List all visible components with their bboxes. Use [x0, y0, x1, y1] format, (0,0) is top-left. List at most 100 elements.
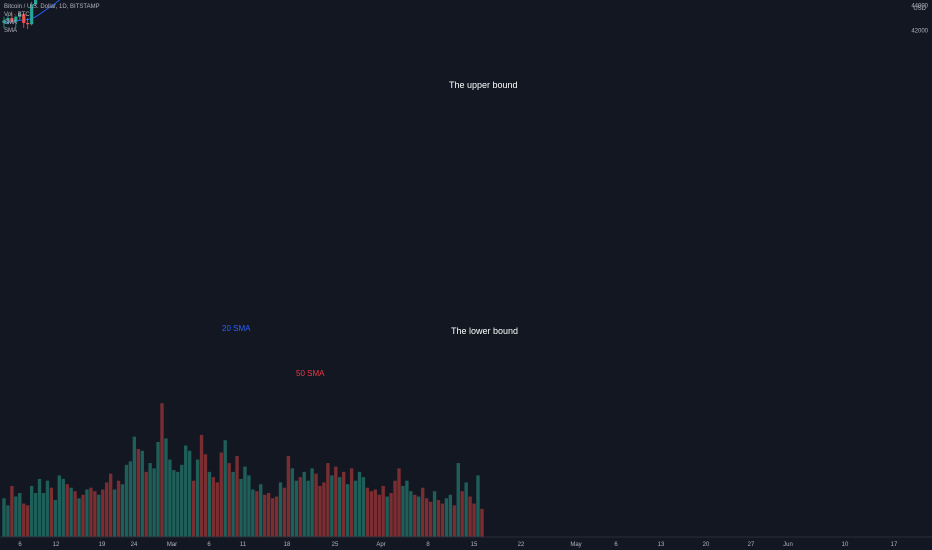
volume-bar — [168, 459, 172, 537]
volume-bar — [247, 475, 251, 537]
volume-bar — [136, 449, 140, 537]
volume-bar — [180, 464, 184, 537]
volume-bar — [310, 468, 314, 537]
volume-bar — [290, 468, 295, 537]
x-axis-tick-label: 15 — [471, 542, 478, 548]
candle-body — [18, 14, 22, 17]
sma20-annotation: 20 SMA — [222, 324, 251, 333]
volume-bar — [140, 450, 144, 537]
x-axis-tick-label: Mar — [167, 542, 177, 548]
volume-bar — [322, 482, 326, 537]
x-axis-tick-label: 19 — [99, 542, 106, 548]
volume-bar — [77, 498, 81, 537]
volume-bar — [14, 496, 18, 537]
volume-bar — [318, 485, 322, 537]
volume-bar — [65, 484, 69, 537]
volume-indicator-label[interactable]: Vol · BTC — [4, 12, 30, 18]
x-axis-tick-label: 22 — [518, 542, 525, 548]
volume-bar — [401, 485, 405, 537]
volume-bar — [298, 477, 302, 537]
volume-bar — [148, 463, 152, 537]
candle-body — [14, 16, 18, 22]
volume-bar — [132, 436, 137, 537]
volume-bar — [41, 493, 46, 537]
x-axis-tick-label: 20 — [703, 542, 710, 548]
x-axis-tick-label: 12 — [53, 542, 60, 548]
volume-bar — [444, 498, 449, 537]
volume-bar — [172, 470, 176, 537]
volume-bar — [6, 505, 10, 537]
volume-bar — [2, 498, 6, 537]
volume-bar — [108, 473, 113, 537]
volume-bar — [377, 494, 381, 537]
volume-bar — [424, 498, 429, 537]
volume-bar — [195, 459, 200, 537]
volume-bar — [413, 494, 417, 537]
volume-bar — [330, 475, 334, 537]
x-axis-tick-label: 8 — [426, 542, 430, 548]
volume-bar — [385, 496, 389, 537]
volume-bar — [480, 508, 484, 537]
volume-bar — [81, 494, 85, 537]
volume-bar — [156, 441, 160, 537]
volume-bar — [334, 466, 338, 537]
volume-bar — [116, 480, 121, 537]
x-axis-tick-label: 13 — [658, 542, 665, 548]
sma-indicator-label-2[interactable]: SMA — [4, 28, 18, 34]
sma-indicator-label-1[interactable]: SMA — [4, 20, 18, 26]
volume-bar — [338, 477, 342, 537]
volume-bar — [45, 480, 50, 537]
volume-bar — [89, 487, 93, 537]
volume-bar — [144, 471, 148, 537]
x-axis-tick-label: May — [570, 542, 581, 548]
volume-bar — [302, 471, 306, 537]
volume-bar — [464, 482, 468, 537]
volume-bar — [294, 480, 298, 537]
volume-bar — [235, 456, 239, 537]
volume-bar — [49, 487, 54, 537]
volume-bar — [207, 471, 212, 537]
volume-bar — [456, 463, 460, 537]
x-axis-tick-label: 24 — [131, 542, 138, 548]
volume-bar — [436, 500, 441, 537]
candle-body — [30, 4, 34, 25]
volume-bar — [120, 484, 125, 537]
volume-bar — [448, 494, 453, 537]
volume-bar — [389, 493, 393, 537]
volume-bar — [263, 494, 267, 537]
volume-bar — [421, 487, 425, 537]
volume-bar — [203, 454, 208, 537]
volume-bar — [353, 480, 358, 537]
candle-body — [6, 18, 10, 21]
volume-bar — [152, 468, 156, 537]
volume-bar — [18, 493, 22, 537]
chart-legend: Bitcoin / U.S. Dollar, 1D, BITSTAMP Vol … — [4, 3, 100, 35]
volume-bar — [266, 493, 271, 537]
volume-bar — [345, 484, 350, 537]
volume-bar — [187, 450, 192, 537]
volume-bar — [405, 480, 409, 537]
volume-bar — [282, 487, 287, 537]
volume-bar — [231, 471, 235, 537]
symbol-title[interactable]: Bitcoin / U.S. Dollar, 1D, BITSTAMP — [4, 4, 100, 10]
volume-bar — [176, 471, 180, 537]
x-axis-tick-label: 25 — [332, 542, 339, 548]
volume-bar — [326, 463, 330, 537]
volume-bar — [251, 489, 255, 537]
volume-bar — [191, 480, 196, 537]
volume-bar — [164, 438, 168, 537]
y-axis-tick-label: 42000 — [911, 28, 928, 34]
volume-bar — [73, 491, 77, 537]
volume-bar — [37, 478, 42, 537]
volume-bar — [472, 503, 476, 537]
volume-bar — [10, 485, 14, 537]
volume-bar — [428, 501, 433, 537]
volume-bar — [29, 485, 34, 537]
volume-bar — [61, 478, 65, 537]
lower-bound-annotation: The lower bound — [451, 326, 519, 336]
volume-bar — [211, 477, 216, 537]
volume-bar — [365, 487, 370, 537]
volume-bar — [243, 466, 247, 537]
volume-bar — [306, 480, 310, 537]
